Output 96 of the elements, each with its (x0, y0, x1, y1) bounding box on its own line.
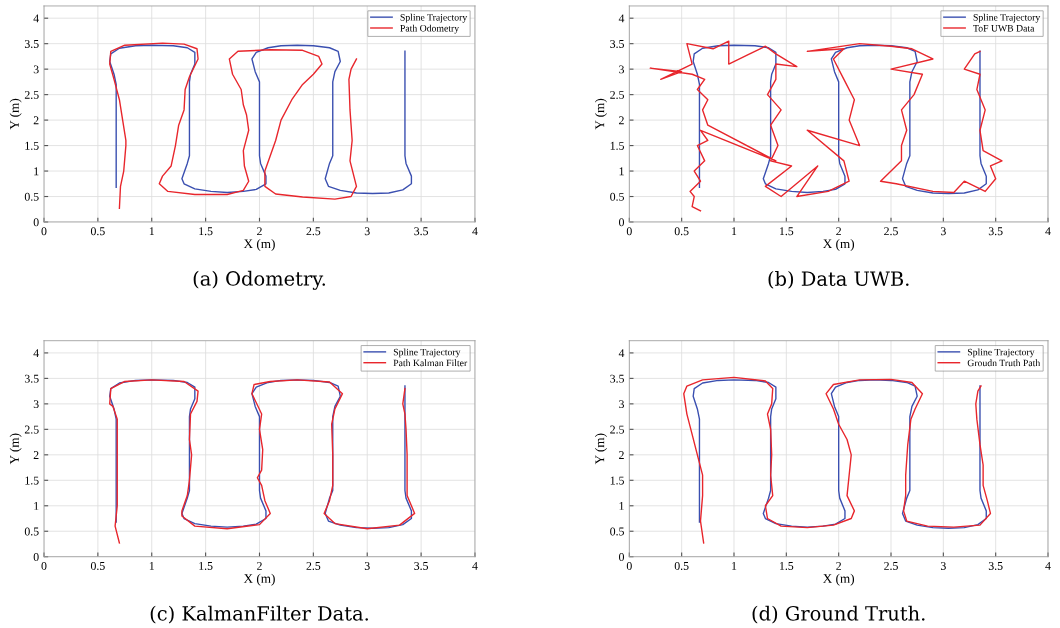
y-tick-label: 1.5 (610, 141, 624, 150)
y-tick-label: 0.5 (610, 527, 624, 536)
x-tick-label: 3 (364, 561, 370, 570)
y-tick-label: 4 (33, 349, 39, 358)
y-tick-label: 3 (33, 400, 39, 409)
y-tick-label: 1 (619, 502, 624, 510)
y-tick-label: 2.5 (610, 425, 624, 434)
x-tick-label: 4 (1045, 227, 1051, 236)
x-tick-label: 3.5 (414, 561, 429, 570)
y-tick-label: 3.5 (610, 39, 624, 48)
x-tick-label: 1.5 (199, 561, 213, 570)
x-axis-title: X (m) (823, 573, 855, 586)
y-tick-label: 3.5 (24, 39, 39, 48)
y-tick-label: 2 (619, 451, 624, 459)
x-tick-label: 3.5 (988, 227, 1003, 236)
x-tick-label: 2.5 (306, 227, 321, 236)
y-tick-label: 0.5 (24, 527, 39, 536)
y-tick-label: 1 (619, 167, 624, 176)
x-tick-label: 4 (1045, 562, 1051, 570)
x-tick-label: 2.5 (884, 561, 898, 570)
y-tick-label: 1.5 (25, 141, 39, 150)
y-tick-label: 0 (619, 552, 625, 561)
y-tick-label: 2.5 (24, 90, 39, 99)
line-series (649, 40, 1003, 212)
y-tick-label: 3.5 (610, 374, 624, 383)
legend-label: Path Odometry (400, 24, 460, 34)
legend-label: Spline Trajectory (967, 348, 1035, 358)
y-axis-title: Y (m) (9, 98, 22, 130)
x-tick-label: 0 (626, 227, 632, 236)
x-tick-label: 0 (626, 561, 632, 570)
text: (c) KalmanFilter Data. (150, 605, 368, 624)
x-tick-label: 1 (732, 561, 737, 570)
x-tick-label: 1 (149, 227, 154, 236)
y-tick-label: 0 (33, 552, 39, 561)
legend-label: Path Kalman Filter (393, 359, 468, 367)
x-tick-label: 4 (472, 227, 478, 236)
x-tick-label: 2 (836, 561, 841, 570)
y-tick-label: 1.5 (610, 476, 624, 485)
x-tick-label: 1 (149, 561, 154, 570)
y-tick-label: 4 (618, 14, 625, 23)
y-tick-label: 2.5 (610, 90, 624, 99)
x-tick-label: 3 (364, 227, 370, 236)
y-tick-label: 2 (33, 451, 39, 459)
x-tick-label: 1.5 (779, 227, 794, 236)
x-axis-title: X (m) (243, 238, 275, 251)
y-tick-label: 0.5 (24, 192, 39, 201)
y-tick-label: 3 (619, 65, 624, 74)
x-tick-label: 2.5 (884, 227, 898, 236)
y-tick-label: 4 (618, 349, 625, 358)
y-tick-label: 2 (619, 116, 624, 125)
y-tick-label: 1 (34, 502, 39, 510)
x-tick-label: 3 (940, 561, 946, 570)
x-tick-label: 3.5 (414, 227, 429, 236)
x-tick-label: 2.5 (306, 561, 321, 570)
x-tick-label: 3 (940, 227, 946, 236)
x-tick-label: 1.5 (779, 561, 794, 570)
line-series (109, 42, 358, 209)
y-axis-title: Y (m) (594, 433, 607, 465)
legend-label: Spline Trajectory (400, 13, 468, 23)
y-tick-label: 4 (33, 14, 39, 23)
y-tick-label: 3 (619, 400, 624, 409)
x-tick-label: 2 (257, 227, 262, 236)
y-tick-label: 3 (33, 65, 39, 74)
y-tick-label: 3.5 (24, 374, 39, 383)
x-tick-label: 0.5 (90, 227, 105, 236)
x-tick-label: 0.5 (90, 561, 105, 570)
line-series (692, 44, 987, 195)
y-axis-title: Y (m) (594, 98, 607, 130)
y-tick-label: 0.5 (610, 192, 624, 201)
x-tick-label: 0 (41, 227, 47, 236)
text: (b) Data UWB. (768, 270, 909, 289)
x-tick-label: 0 (41, 561, 47, 570)
y-tick-label: 2 (33, 116, 39, 125)
x-tick-label: 4 (472, 562, 478, 570)
y-tick-label: 1.5 (25, 476, 39, 485)
x-tick-label: 2 (836, 227, 841, 236)
x-axis-title: X (m) (243, 573, 275, 586)
legend-label: Spline Trajectory (393, 348, 461, 358)
x-axis-title: X (m) (823, 238, 855, 251)
text: (a) Odometry. (193, 270, 325, 290)
y-tick-label: 1 (34, 167, 39, 176)
legend-label: Spline Trajectory (973, 13, 1041, 23)
text: (d) Ground Truth. (752, 605, 925, 624)
x-tick-label: 1 (732, 227, 737, 236)
y-tick-label: 2.5 (24, 425, 39, 434)
x-tick-label: 3.5 (988, 561, 1003, 570)
y-tick-label: 0 (619, 218, 625, 227)
x-tick-label: 0.5 (674, 227, 689, 236)
line-series (109, 44, 413, 195)
x-tick-label: 0.5 (674, 561, 689, 570)
y-axis-title: Y (m) (9, 433, 22, 465)
x-tick-label: 1.5 (199, 227, 213, 236)
y-tick-label: 0 (33, 218, 39, 227)
legend-label: Groudn Truth Path (967, 359, 1041, 367)
legend-label: ToF UWB Data (973, 25, 1035, 32)
x-tick-label: 2 (257, 561, 262, 570)
